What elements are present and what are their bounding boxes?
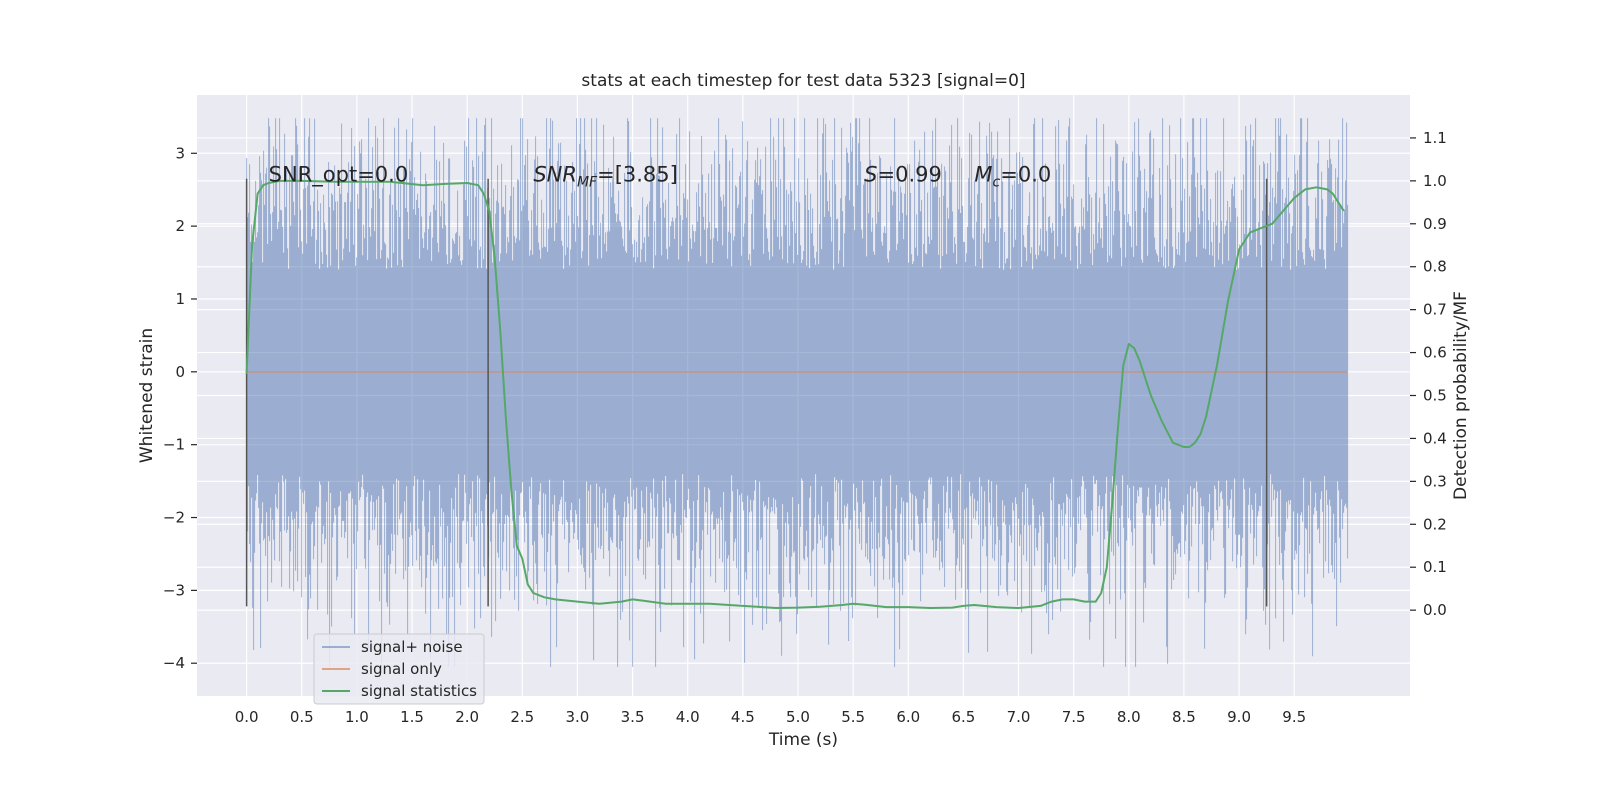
y-right-tick-label: 0.6 bbox=[1423, 344, 1447, 362]
x-tick-label: 9.5 bbox=[1282, 708, 1306, 726]
legend-box bbox=[313, 633, 485, 705]
annotations: SNR_opt=0.0 SNRMF=[3.85] S=0.99 Mc=0.0 bbox=[269, 163, 1052, 191]
chart-title: stats at each timestep for test data 532… bbox=[581, 71, 1025, 91]
y-right-tick-label: 1.1 bbox=[1423, 129, 1447, 147]
y-right-tick-label: 0.0 bbox=[1423, 601, 1447, 619]
x-tick-label: 8.0 bbox=[1117, 708, 1141, 726]
x-tick-label: 7.5 bbox=[1062, 708, 1086, 726]
x-axis-label: Time (s) bbox=[768, 730, 838, 750]
y-left-tick-label: 1 bbox=[175, 290, 185, 308]
vertical-markers bbox=[245, 178, 1268, 607]
x-tick-label: 0.0 bbox=[235, 708, 259, 726]
y-right-tick-label: 1.0 bbox=[1423, 172, 1447, 190]
x-tick-label: 2.0 bbox=[455, 708, 479, 726]
y-left-axis-label: Whitened strain bbox=[137, 328, 157, 463]
x-tick-label: 2.5 bbox=[510, 708, 534, 726]
y-left-tick-label: −3 bbox=[163, 581, 185, 599]
annotation-snr-opt: SNR_opt=0.0 bbox=[269, 163, 409, 188]
y-left-tick-label: 2 bbox=[175, 217, 185, 235]
y-left-tick-label: −1 bbox=[163, 436, 185, 454]
x-tick-label: 1.0 bbox=[345, 708, 369, 726]
y-left-tick-label: −4 bbox=[163, 654, 185, 672]
x-tick-label: 5.0 bbox=[786, 708, 810, 726]
x-tick-label: 6.0 bbox=[896, 708, 920, 726]
y-right-tick-label: 0.1 bbox=[1423, 558, 1447, 576]
annotation-snr-mf: SNRMF=[3.85] bbox=[533, 163, 678, 191]
y-left-tick-label: −2 bbox=[163, 509, 185, 527]
legend-label: signal+ noise bbox=[361, 638, 463, 656]
annotation-mc-value: Mc=0.0 bbox=[974, 163, 1051, 191]
x-tick-label: 5.5 bbox=[841, 708, 865, 726]
x-tick-label: 3.0 bbox=[566, 708, 590, 726]
x-tick-label: 9.0 bbox=[1227, 708, 1251, 726]
legend-label: signal statistics bbox=[361, 682, 477, 700]
legend-label: signal only bbox=[361, 660, 442, 678]
y-right-tick-label: 0.7 bbox=[1423, 301, 1447, 319]
y-right-tick-label: 0.5 bbox=[1423, 387, 1447, 405]
y-right-axis-label: Detection probability/MF bbox=[1451, 291, 1471, 500]
legend: signal+ noise signal only signal statistic… bbox=[313, 633, 485, 705]
y-left-tick-label: 0 bbox=[175, 363, 185, 381]
x-tick-label: 8.5 bbox=[1172, 708, 1196, 726]
y-right-tick-label: 0.2 bbox=[1423, 515, 1447, 533]
y-right-axis-ticks: 1.1 1.0 0.9 0.8 0.7 0.6 0.5 0.4 0.3 0.2 0.1 0.0 bbox=[1410, 129, 1447, 619]
series-signal-statistics bbox=[245, 179, 1345, 609]
x-tick-label: 4.5 bbox=[731, 708, 755, 726]
x-tick-label: 4.0 bbox=[676, 708, 700, 726]
x-tick-label: 1.5 bbox=[400, 708, 424, 726]
x-tick-label: 6.5 bbox=[951, 708, 975, 726]
y-right-tick-label: 0.4 bbox=[1423, 429, 1447, 447]
annotation-s-value: S=0.99 bbox=[864, 163, 942, 187]
x-tick-label: 0.5 bbox=[290, 708, 314, 726]
signal-statistics-line bbox=[245, 179, 1345, 609]
x-tick-label: 7.0 bbox=[1007, 708, 1031, 726]
y-right-tick-label: 0.3 bbox=[1423, 472, 1447, 490]
y-right-tick-label: 0.8 bbox=[1423, 258, 1447, 276]
y-left-axis-ticks: 3 2 1 0 −1 −2 −3 −4 bbox=[163, 144, 197, 672]
plot-area: SNR_opt=0.0 SNRMF=[3.85] S=0.99 Mc=0.0 sign… bbox=[197, 95, 1410, 705]
y-right-tick-label: 0.9 bbox=[1423, 215, 1447, 233]
y-left-tick-label: 3 bbox=[175, 144, 185, 162]
x-axis-ticks: 0.0 0.5 1.0 1.5 2.0 2.5 3.0 3.5 4.0 4.5 5.0 5.5 6.0 6… bbox=[235, 708, 1306, 726]
x-tick-label: 3.5 bbox=[621, 708, 645, 726]
